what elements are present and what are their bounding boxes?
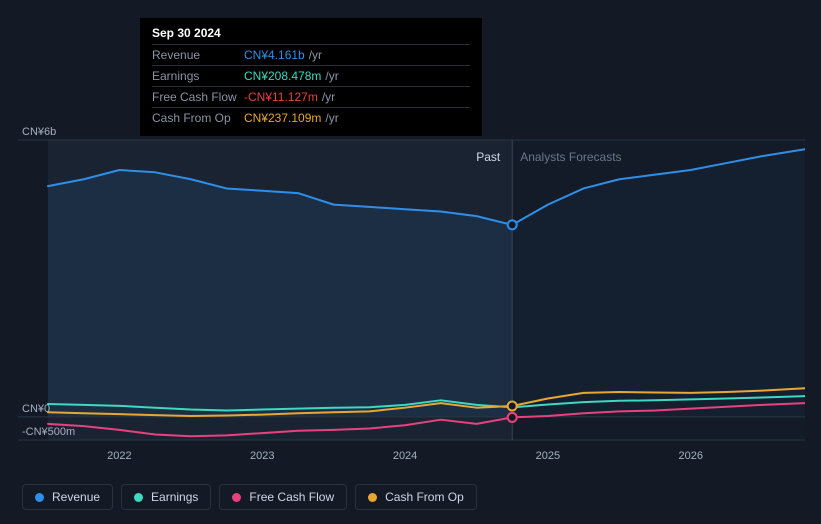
legend-item-earnings[interactable]: Earnings	[121, 484, 211, 510]
x-axis-label: 2023	[250, 450, 274, 462]
legend-label: Earnings	[151, 490, 198, 504]
legend-item-cfo[interactable]: Cash From Op	[355, 484, 477, 510]
x-axis-label: 2025	[536, 450, 560, 462]
tooltip-unit: /yr	[309, 48, 322, 62]
tooltip-row: Cash From OpCN¥237.109m/yr	[152, 107, 470, 128]
tooltip-metric-name: Free Cash Flow	[152, 90, 244, 104]
x-axis-label: 2026	[678, 450, 702, 462]
tooltip-metric-name: Cash From Op	[152, 111, 244, 125]
tooltip-date: Sep 30 2024	[152, 26, 470, 44]
tooltip-metric-value: -CN¥11.127m	[244, 90, 318, 104]
legend-dot-icon	[134, 493, 143, 502]
tooltip-unit: /yr	[325, 69, 338, 83]
legend-label: Revenue	[52, 490, 100, 504]
forecast-label: Analysts Forecasts	[520, 150, 621, 164]
tooltip-metric-value: CN¥208.478m	[244, 69, 321, 83]
y-axis-label: -CN¥500m	[22, 426, 75, 438]
x-axis-label: 2024	[393, 450, 417, 462]
past-label: Past	[476, 150, 500, 164]
legend-dot-icon	[368, 493, 377, 502]
legend-item-fcf[interactable]: Free Cash Flow	[219, 484, 347, 510]
tooltip-metric-name: Earnings	[152, 69, 244, 83]
legend-item-revenue[interactable]: Revenue	[22, 484, 113, 510]
legend-dot-icon	[35, 493, 44, 502]
tooltip-row: Free Cash Flow-CN¥11.127m/yr	[152, 86, 470, 107]
tooltip-row: RevenueCN¥4.161b/yr	[152, 44, 470, 65]
chart-legend: Revenue Earnings Free Cash Flow Cash From O…	[22, 484, 477, 510]
chart-tooltip: Sep 30 2024 RevenueCN¥4.161b/yrEarningsC…	[140, 18, 482, 136]
legend-label: Cash From Op	[385, 490, 464, 504]
tooltip-metric-value: CN¥4.161b	[244, 48, 305, 62]
y-axis-label: CN¥0	[22, 403, 50, 415]
legend-label: Free Cash Flow	[249, 490, 334, 504]
x-axis-label: 2022	[107, 450, 131, 462]
tooltip-metric-name: Revenue	[152, 48, 244, 62]
tooltip-unit: /yr	[322, 90, 335, 104]
tooltip-rows: RevenueCN¥4.161b/yrEarningsCN¥208.478m/y…	[152, 44, 470, 128]
tooltip-metric-value: CN¥237.109m	[244, 111, 321, 125]
tooltip-unit: /yr	[325, 111, 338, 125]
legend-dot-icon	[232, 493, 241, 502]
y-axis-label: CN¥6b	[22, 126, 56, 138]
tooltip-row: EarningsCN¥208.478m/yr	[152, 65, 470, 86]
